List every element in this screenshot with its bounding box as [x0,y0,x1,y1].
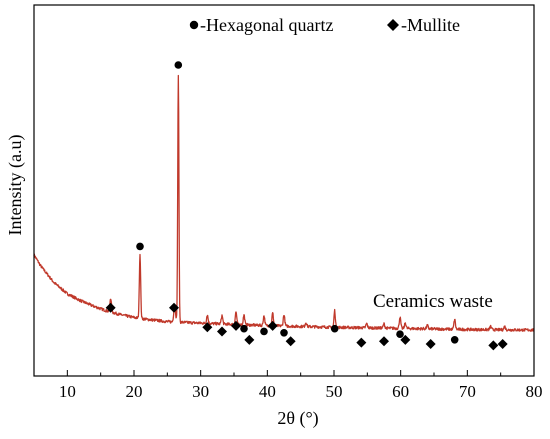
quartz-peak-marker [240,324,248,333]
sample-annotation: Ceramics waste [373,291,493,312]
quartz-peak-marker [450,336,459,344]
quartz-peak-marker [260,327,268,336]
quartz-peak-marker [280,329,288,337]
mullite-peak-marker [217,326,227,337]
mullite-peak-marker [356,337,367,348]
mullite-peak-marker [202,322,213,333]
phase-markers [105,61,508,351]
legend-quartz-label: -Hexagonal quartz [200,15,333,35]
quartz-peak-marker [174,61,183,69]
y-axis-label: Intensity (a.u) [5,135,26,236]
x-tick-label: 30 [192,382,209,401]
x-tick-label: 50 [326,382,343,401]
x-axis-label: 2θ (°) [277,408,318,429]
quartz-peak-marker [330,324,339,333]
mullite-peak-marker [379,336,389,347]
mullite-peak-marker [267,320,278,331]
x-tick-label: 40 [259,382,276,401]
mullite-peak-marker [488,340,499,351]
legend-mullite-marker [387,19,399,31]
x-tick-label: 80 [526,382,543,401]
x-axis-ticks: 10 20 30 40 50 60 70 80 [33,370,543,401]
legend: -Hexagonal quartz -Mullite [189,15,460,35]
mullite-peak-marker [425,339,436,349]
mullite-peak-marker [497,339,508,349]
mullite-peak-marker [244,334,255,345]
mullite-peak-marker [285,336,296,347]
x-tick-label: 10 [59,382,76,401]
x-tick-label: 70 [459,382,476,401]
diffraction-pattern-line [33,74,535,332]
legend-mullite-label: -Mullite [401,15,460,35]
axes [33,4,535,377]
quartz-peak-marker [136,242,144,251]
mullite-peak-marker [231,320,241,331]
x-tick-label: 20 [126,382,143,401]
legend-quartz-marker [189,20,199,30]
mullite-peak-marker [105,302,116,313]
plot-frame [33,4,535,377]
mullite-peak-marker [169,302,179,313]
quartz-peak-marker [396,330,404,339]
mullite-peak-marker [400,334,411,345]
x-tick-label: 60 [392,382,409,401]
